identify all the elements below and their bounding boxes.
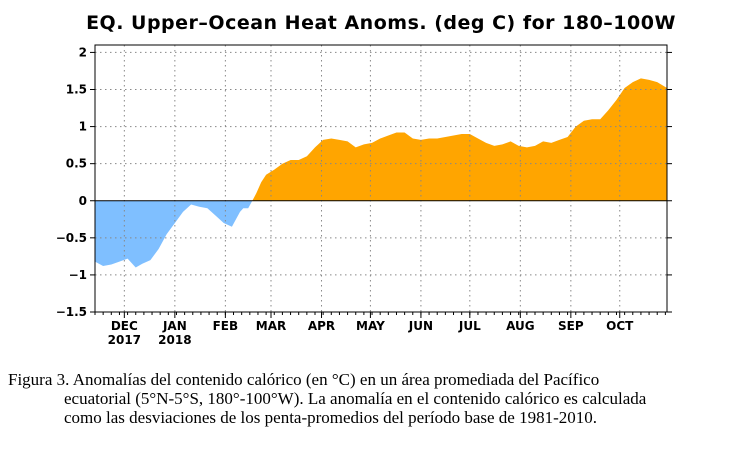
x-tick-label: MAY [356, 319, 385, 333]
y-tick-label: −1.5 [56, 305, 87, 319]
plot-frame [94, 44, 668, 313]
x-tick-label: SEP [558, 319, 584, 333]
y-tick-label: 1 [79, 120, 87, 134]
x-tick-year-label: 2017 [108, 333, 141, 347]
x-tick-label: FEB [213, 319, 239, 333]
x-tick-label: JUN [408, 319, 433, 333]
x-tick-label: JAN [162, 319, 187, 333]
y-tick-label: −0.5 [56, 231, 87, 245]
x-tick-label: AUG [506, 319, 535, 333]
y-tick-label: 0 [79, 194, 87, 208]
chart-title: EQ. Upper–Ocean Heat Anoms. (deg C) for … [86, 12, 676, 34]
caption-line-1: Figura 3. Anomalías del contenido calóri… [8, 370, 600, 389]
x-tick-label: JUL [458, 319, 481, 333]
y-tick-label: 0.5 [66, 157, 87, 171]
y-tick-label: 1.5 [66, 83, 87, 97]
x-tick-label: MAR [256, 319, 286, 333]
negative-anomaly-area [95, 200, 667, 268]
y-tick-label: 2 [79, 45, 87, 59]
x-tick-label: APR [308, 319, 335, 333]
y-tick-label: −1 [69, 268, 87, 282]
caption-line-3: como las desviaciones de los penta-prome… [64, 408, 598, 427]
x-tick-label: DEC [111, 319, 138, 333]
positive-anomaly-area [95, 78, 667, 201]
caption-line-2: ecuatorial (5°N-5°S, 180°-100°W). La ano… [64, 389, 647, 408]
x-tick-label: OCT [606, 319, 634, 333]
figure-caption: Figura 3. Anomalías del contenido calóri… [8, 370, 730, 427]
x-tick-year-label: 2018 [158, 333, 191, 347]
